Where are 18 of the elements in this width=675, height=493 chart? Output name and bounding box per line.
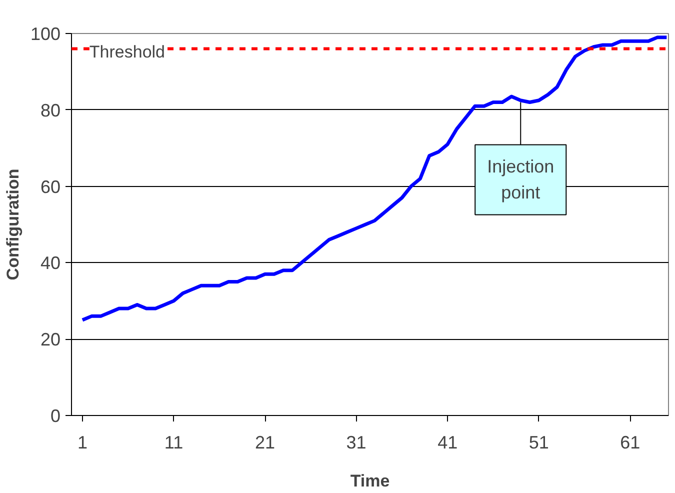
- annotation: Injection point: [487, 156, 554, 203]
- y-tick-label: 20: [40, 330, 61, 350]
- x-tick-label: 61: [620, 432, 640, 452]
- y-tick-label: 80: [40, 100, 61, 120]
- x-tick-label: 1: [77, 432, 88, 452]
- y-tick-label: 100: [30, 24, 61, 44]
- y-tick-label: 0: [50, 406, 61, 426]
- x-tick-label: 11: [164, 432, 184, 452]
- y-tick-label: 60: [40, 176, 61, 197]
- y-axis-title: Configuration: [3, 168, 22, 280]
- x-tick-label: 41: [438, 432, 458, 452]
- x-tick-label: 21: [255, 432, 276, 452]
- x-axis-title: Time: [350, 472, 390, 490]
- line-series: [80, 36, 668, 322]
- x-tick-label: 51: [528, 432, 549, 452]
- y-tick-label: 40: [40, 253, 61, 274]
- x-tick-label: 31: [346, 432, 366, 452]
- ref-line-label: Threshold: [89, 42, 166, 62]
